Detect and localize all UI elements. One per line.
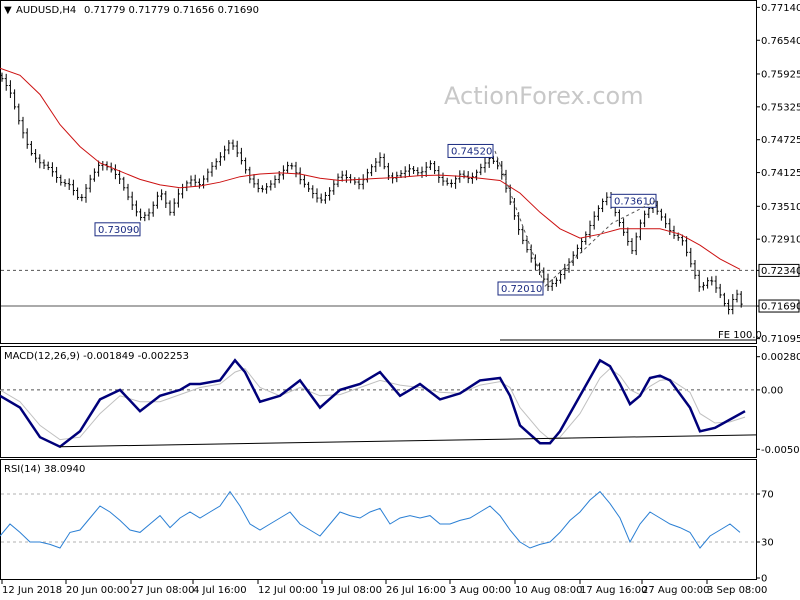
pattern-line — [494, 150, 546, 287]
time-tick-label: 3 Sep 08:00 — [707, 585, 767, 596]
time-tick-label: 19 Jul 08:00 — [322, 585, 382, 596]
time-tick-label: 12 Jun 2018 — [2, 585, 62, 596]
price-annotation-label: 0.73090 — [98, 225, 139, 236]
price-annotation-box — [447, 143, 494, 158]
time-tick-label: 10 Aug 08:00 — [515, 585, 582, 596]
price-tick-label: 0.75325 — [761, 102, 800, 113]
time-tick-label: 17 Aug 16:00 — [580, 585, 647, 596]
price-axis: 0.77140 0.76540 0.75925 0.75325 0.74725 0.741… — [756, 3, 800, 345]
macd-trendline — [59, 434, 758, 448]
price-annotation-label: 0.74520 — [451, 146, 492, 157]
watermark: ActionForex.com — [444, 82, 644, 110]
time-tick-label: 12 Jul 00:00 — [258, 585, 318, 596]
symbol-label: AUDUSD,H4 — [16, 5, 76, 16]
macd-tick-label: -0.005019 — [761, 445, 800, 456]
time-tick-label: 26 Jul 16:00 — [386, 585, 446, 596]
pattern-line — [544, 200, 657, 287]
macd-pane — [0, 346, 757, 458]
macd-line — [0, 358, 746, 449]
macd-trendline-segment — [59, 434, 758, 448]
time-tick-label: 4 Jul 16:00 — [193, 585, 247, 596]
price-pane — [0, 0, 757, 344]
macd-title: MACD(12,26,9) -0.001849 -0.002253 — [4, 351, 189, 362]
price-tick-label: 0.74125 — [761, 168, 800, 179]
time-tick-label: 27 Jun 08:00 — [131, 585, 195, 596]
price-annotation-label: 0.72010 — [501, 284, 542, 295]
macd-tick-label: 0.002804 — [761, 352, 800, 363]
price-tick-label: 0.72340 — [761, 266, 800, 277]
time-tick-label: 27 Aug 00:00 — [642, 585, 709, 596]
rsi-tick-label: 30 — [761, 538, 774, 549]
moving-average-line — [0, 67, 741, 270]
fe-label: FE 100.0 — [718, 330, 762, 341]
price-annotation-box — [94, 222, 141, 237]
macd-axis: 0.002804 0.00 -0.005019 — [1, 352, 800, 456]
price-annotation-label: 0.73610 — [614, 196, 655, 207]
ohlc-label: 0.71779 0.71779 0.71656 0.71690 — [84, 5, 259, 16]
price-tick-label: 0.71095 — [761, 334, 800, 345]
price-tick-label: 0.72910 — [761, 235, 800, 246]
time-tick-label: 20 Jun 00:00 — [66, 585, 130, 596]
rsi-axis: 70 30 0 — [1, 490, 774, 585]
level-tag — [758, 263, 800, 277]
time-axis: 12 Jun 2018 20 Jun 00:00 27 Jun 08:004 Jul… — [1, 580, 767, 596]
price-tick-label: 0.75925 — [761, 69, 800, 80]
price-tick-label: 0.73510 — [761, 202, 800, 213]
time-tick-label: 3 Aug 00:00 — [450, 585, 511, 596]
rsi-tick-label: 70 — [761, 490, 774, 501]
price-tick-label: 0.71690 — [761, 302, 800, 313]
price-annotation-box — [610, 193, 657, 208]
dropdown-arrow-icon[interactable]: ▼ — [4, 5, 12, 16]
price-annotations: 0.74520 0.73090 0.72010 0.73610 — [94, 143, 657, 296]
price-tick-label: 0.77140 — [761, 3, 800, 14]
price-tick-label: 0.74725 — [761, 135, 800, 146]
rsi-title: RSI(14) 38.0940 — [4, 464, 85, 475]
rsi-pane — [0, 459, 757, 580]
price-tick-label: 0.76540 — [761, 36, 800, 47]
rsi-tick-label: 0 — [761, 574, 767, 585]
level-tag — [758, 299, 800, 313]
rsi-line — [0, 490, 741, 549]
price-levels — [1, 269, 756, 307]
macd-tick-label: 0.00 — [761, 385, 783, 396]
signal-line — [0, 367, 746, 441]
price-annotation-box — [497, 281, 544, 296]
